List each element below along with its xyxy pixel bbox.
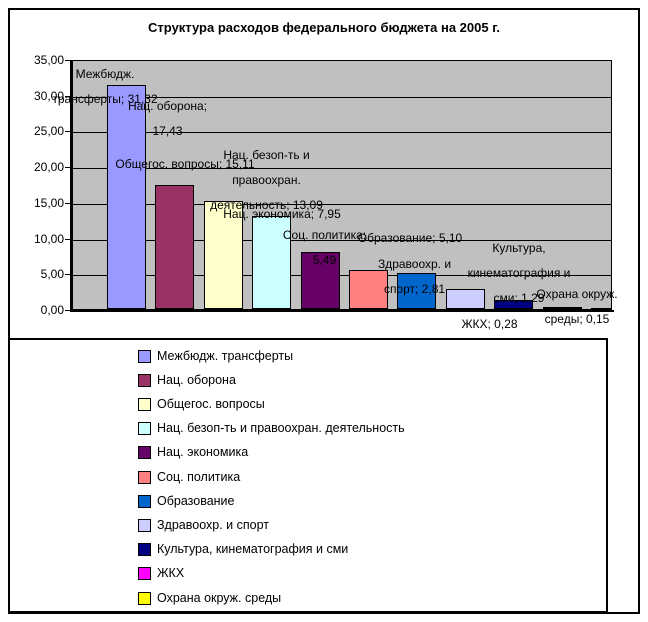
bar-data-label: Нац. оборона; 17,43 bbox=[127, 99, 208, 138]
legend-item-label: Культура, кинематография и сми bbox=[157, 542, 349, 557]
legend-color-swatch bbox=[138, 397, 151, 411]
legend-item: Здравоохр. и спорт bbox=[138, 513, 269, 537]
bar bbox=[155, 184, 195, 309]
y-axis-tick bbox=[65, 310, 72, 311]
y-axis-tick bbox=[65, 238, 72, 240]
bar-data-label: Культура, кинематография и сми; 1,29 bbox=[467, 241, 571, 305]
gridline bbox=[73, 168, 611, 170]
y-axis-tick bbox=[65, 274, 72, 276]
legend-item-label: Соц. политика bbox=[157, 469, 241, 484]
legend-item: Нац. оборона bbox=[138, 368, 236, 392]
y-axis-tick bbox=[65, 167, 72, 169]
y-axis-tick bbox=[65, 95, 72, 97]
bar bbox=[591, 307, 611, 309]
gridline bbox=[73, 275, 611, 277]
y-axis-tick bbox=[65, 202, 72, 204]
bar-data-label: ЖКХ; 0,28 bbox=[461, 317, 518, 331]
legend-color-swatch bbox=[138, 446, 151, 460]
legend-item: ЖКХ bbox=[138, 562, 184, 586]
y-axis-tick-label: 10,00 bbox=[33, 231, 64, 246]
bar-data-label: Нац. экономика; 7,95 bbox=[223, 207, 341, 221]
legend-item-label: Нац. безоп-ть и правоохран. деятельность bbox=[157, 421, 405, 436]
y-axis-tick bbox=[65, 60, 72, 61]
legend-item: Культура, кинематография и сми bbox=[138, 538, 348, 562]
legend-item: Нац. экономика bbox=[138, 441, 248, 465]
legend-color-swatch bbox=[138, 591, 151, 605]
gridline bbox=[73, 203, 611, 205]
y-axis-line bbox=[70, 60, 72, 312]
bar bbox=[252, 215, 292, 309]
bar bbox=[107, 85, 146, 309]
y-axis-tick-label: 35,00 bbox=[33, 53, 64, 67]
bar-data-label: Нац. безоп-ть и правоохран. деятельность… bbox=[210, 148, 323, 212]
bar bbox=[203, 201, 243, 309]
y-axis-tick-label: 25,00 bbox=[33, 124, 64, 139]
chart-canvas: Структура расходов федерального бюджета … bbox=[8, 10, 638, 613]
legend-item-label: Общегос. вопросы bbox=[157, 396, 265, 411]
bar bbox=[494, 299, 534, 309]
legend-color-swatch bbox=[138, 349, 151, 363]
gridline bbox=[73, 132, 611, 134]
y-axis-tick-label: 20,00 bbox=[33, 160, 64, 175]
bar-data-label: Образование; 5,10 bbox=[357, 231, 463, 245]
legend-color-swatch bbox=[138, 518, 151, 532]
legend-item-label: Нац. экономика bbox=[157, 445, 249, 460]
legend-item: Образование bbox=[138, 489, 234, 513]
y-axis-tick-label: 5,00 bbox=[40, 267, 64, 282]
legend-item: Общегос. вопросы bbox=[138, 392, 265, 416]
gridline bbox=[73, 96, 611, 98]
y-axis-tick-label: 0,00 bbox=[40, 303, 64, 317]
legend-color-swatch bbox=[138, 470, 151, 484]
bar bbox=[542, 307, 582, 309]
legend-color-swatch bbox=[138, 494, 151, 508]
legend-item: Нац. безоп-ть и правоохран. деятельность bbox=[138, 417, 405, 441]
chart-frame: Структура расходов федерального бюджета … bbox=[8, 8, 640, 614]
bar-data-label: Охрана окруж. среды; 0,15 bbox=[536, 287, 618, 326]
legend-item-label: Межбюдж. трансферты bbox=[157, 348, 294, 363]
legend-item-label: Здравоохр. и спорт bbox=[157, 517, 269, 532]
legend-color-swatch bbox=[138, 543, 151, 557]
legend: Межбюдж. трансферты Нац. оборона Общегос. … bbox=[8, 338, 608, 613]
x-axis-line bbox=[70, 310, 614, 312]
legend-item-label: Нац. оборона bbox=[157, 372, 236, 387]
legend-item: Соц. политика bbox=[138, 465, 240, 489]
bar-data-label: Межбюдж. трансферты; 31,32 bbox=[52, 67, 158, 106]
legend-color-swatch bbox=[138, 422, 151, 436]
legend-item-label: Образование bbox=[157, 493, 235, 508]
bar bbox=[349, 269, 388, 309]
y-axis-tick-label: 30,00 bbox=[33, 88, 64, 103]
y-axis-tick-label: 15,00 bbox=[33, 195, 64, 210]
gridline bbox=[73, 239, 611, 241]
bar bbox=[397, 272, 437, 309]
y-axis-tick bbox=[65, 131, 72, 133]
bar-data-label: Здравоохр. и спорт; 2,81 bbox=[377, 257, 452, 296]
bar bbox=[445, 288, 485, 309]
legend-color-swatch bbox=[138, 567, 151, 581]
bar bbox=[300, 252, 340, 309]
legend-item-label: Охрана окруж. среды bbox=[157, 590, 282, 605]
legend-item-label: ЖКХ bbox=[157, 566, 185, 581]
plot-area bbox=[72, 60, 612, 310]
chart-title: Структура расходов федерального бюджета … bbox=[148, 20, 500, 35]
legend-item: Межбюдж. трансферты bbox=[138, 344, 293, 368]
legend-color-swatch bbox=[138, 373, 151, 387]
bar-data-label: Общегос. вопросы; 15,11 bbox=[115, 157, 255, 171]
legend-item: Охрана окруж. среды bbox=[138, 586, 281, 610]
bar-data-label: Соц. политика; 5,49 bbox=[282, 228, 367, 267]
